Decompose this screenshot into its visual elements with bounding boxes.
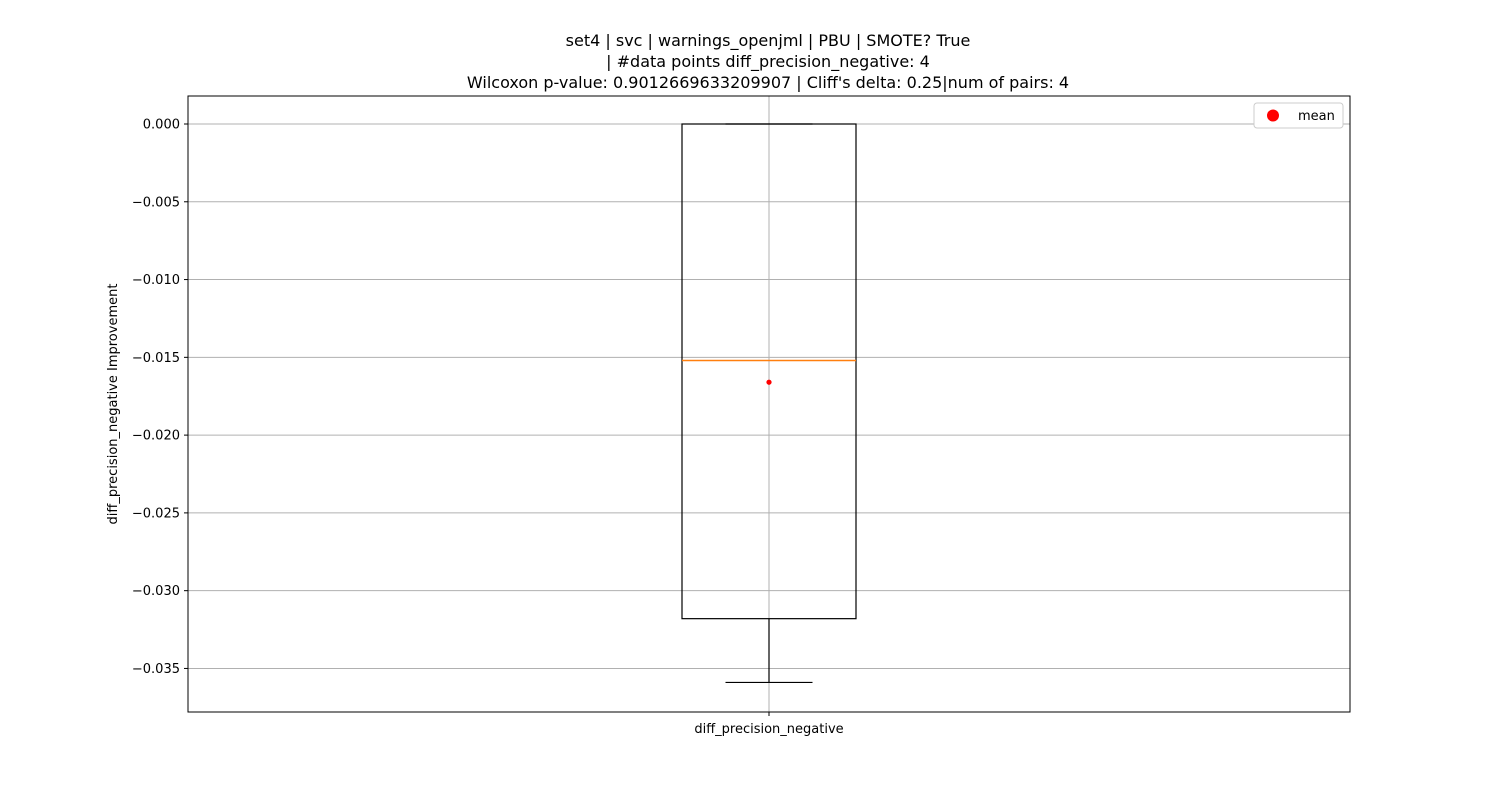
chart-title-line-1: set4 | svc | warnings_openjml | PBU | SM… [566, 31, 971, 51]
legend-box [1253, 102, 1344, 129]
y-axis-label: diff_precision_negative Improvement [106, 284, 121, 525]
y-tick-label: −0.005 [132, 195, 180, 210]
mean-marker [766, 379, 772, 385]
y-tick-label: −0.015 [132, 351, 180, 366]
y-tick-label: 0.000 [143, 118, 180, 133]
legend-mean-label: mean [1298, 109, 1335, 124]
gridlines [188, 96, 1350, 712]
y-axis-ticks: 0.000 −0.005 −0.010 −0.015 −0.020 −0.025 −0.03… [132, 118, 188, 677]
y-tick-label: −0.010 [132, 273, 180, 288]
legend-mean-marker [1267, 109, 1279, 122]
legend: mean [1253, 102, 1344, 129]
chart-title-line-2: | #data points diff_precision_negative: … [606, 52, 930, 72]
interquartile-box [681, 123, 857, 620]
y-tick-label: −0.025 [132, 506, 180, 521]
y-tick-label: −0.035 [132, 662, 180, 677]
box-plot [681, 123, 857, 684]
chart-title-line-3: Wilcoxon p-value: 0.9012669633209907 | C… [467, 73, 1069, 92]
y-tick-label: −0.020 [132, 429, 180, 444]
x-tick-label: diff_precision_negative [694, 722, 843, 737]
y-tick-label: −0.030 [132, 584, 180, 599]
